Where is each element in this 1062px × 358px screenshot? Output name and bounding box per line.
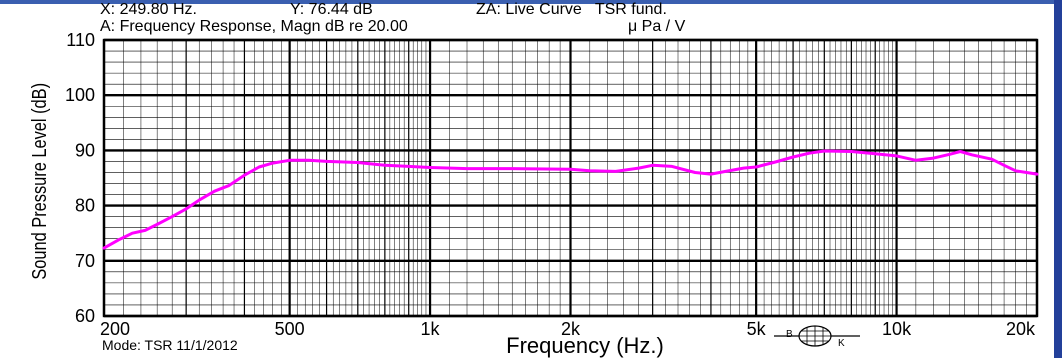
y-tick-label: 90 [75,140,95,160]
unit-label: μ Pa / V [628,18,686,35]
frequency-response-curve [102,149,1039,250]
mode-label: Mode: TSR 11/1/2012 [102,337,238,353]
y-readout: Y: 76.44 dB [290,1,373,18]
y-axis-label: Sound Pressure Level (dB) [27,83,50,280]
y-tick-label: 80 [75,196,95,216]
y-tick-label: 70 [75,251,95,271]
x-tick-label: 10k [882,319,912,339]
x-axis-label: Frequency (Hz.) [506,333,664,358]
x-readout: X: 249.80 Hz. [100,1,197,18]
x-tick-label: 200 [100,319,130,339]
svg-text:K: K [838,338,845,349]
plot-frame [102,38,1039,318]
za-readout: ZA: Live Curve TSR fund. [476,1,667,18]
x-tick-label: 20k [1006,319,1036,339]
y-tick-label: 100 [65,85,95,105]
top-accent-bar [0,0,1062,4]
right-accent-bar [1054,0,1062,358]
y-tick-label: 60 [75,306,95,326]
bk-logo: B K [774,325,860,349]
axis-labels: 60 70 80 90 100 110 200 500 1k 2k 5k 10k 20k [65,30,1036,339]
x-tick-label: 500 [275,319,305,339]
x-tick-label: 1k [421,319,441,339]
svg-text:B: B [786,329,793,340]
x-tick-label: 5k [747,319,767,339]
x-tick-label: 2k [561,319,581,339]
y-tick-label: 110 [66,30,95,50]
grid [102,38,1039,318]
frequency-response-label: A: Frequency Response, Magn dB re 20.00 [100,18,408,35]
